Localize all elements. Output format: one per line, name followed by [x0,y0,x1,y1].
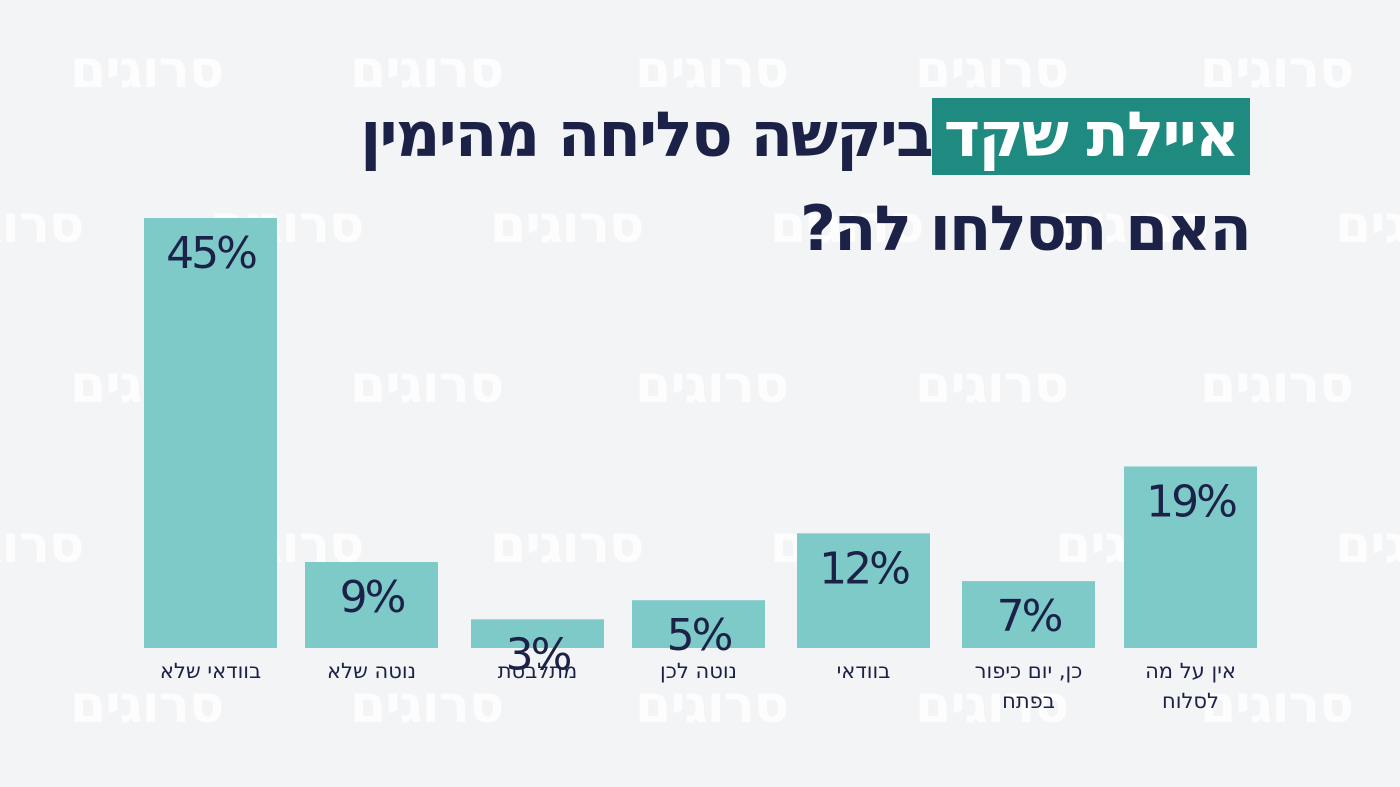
title-line-1: איילת שקדביקשה סליחה מהימין [360,88,1250,182]
bar [797,533,930,648]
bar-value-label: 45% [166,228,256,279]
bar-value-label: 3% [506,629,571,680]
title-highlight: איילת שקד [931,98,1250,175]
category-label: כן, יום כיפור [975,659,1083,683]
category-label: לסלוח [1162,689,1219,713]
title-line-1-rest: ביקשה סליחה מהימין [360,98,934,171]
bar [962,581,1095,648]
title-line-2: האם תסלחו לה? [799,192,1252,265]
bar [305,562,438,648]
bar [471,619,604,648]
bar-value-label: 9% [340,572,405,623]
bar [632,600,765,648]
chart-title: איילת שקדביקשה סליחה מהימין האם תסלחו לה… [360,88,1252,276]
category-label: אין על מה [1145,659,1236,683]
category-label: נוטה לכן [660,659,737,683]
category-label: מתלבטת [498,659,578,683]
bar [144,218,277,648]
category-label: בוודאי [837,659,891,683]
bar-value-label: 5% [667,610,732,661]
category-label: בפתח [1002,689,1055,713]
category-label: נוטה שלא [327,659,416,683]
category-label: בוודאי שלא [160,659,261,683]
bar [1124,466,1257,648]
bar-value-label: 7% [997,591,1062,642]
bar-value-label: 19% [1146,476,1236,527]
bar-value-label: 12% [819,543,909,594]
